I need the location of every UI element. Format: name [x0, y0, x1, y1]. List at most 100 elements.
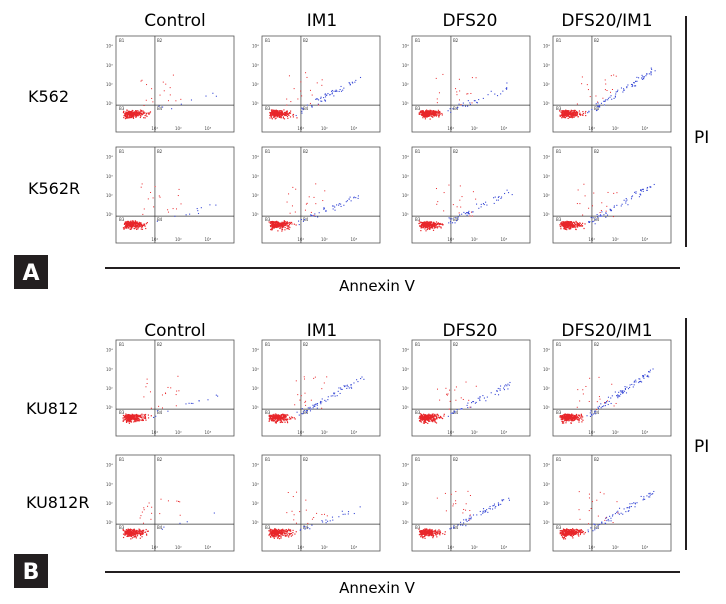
- data-point-live: [425, 529, 427, 531]
- x-tick-label: 10²: [175, 126, 182, 131]
- data-point-live: [567, 224, 570, 226]
- data-point-apoptotic: [622, 392, 625, 394]
- data-point-live: [285, 222, 287, 225]
- data-point-scatter: [299, 511, 301, 513]
- data-point-live: [132, 414, 134, 416]
- data-point-apoptotic: [625, 200, 627, 202]
- data-point-live: [138, 111, 141, 113]
- data-point-live: [426, 111, 428, 113]
- y-tick-label: 10²: [106, 193, 113, 198]
- data-point-live: [431, 224, 433, 227]
- data-point-scatter: [596, 401, 598, 403]
- data-point-live: [128, 533, 130, 535]
- quadrant-label-b3: B3: [119, 525, 125, 530]
- data-point-apoptotic: [635, 381, 637, 383]
- data-point-live: [275, 414, 277, 416]
- data-point-live: [570, 111, 572, 114]
- data-point-apoptotic: [614, 95, 616, 97]
- data-point-live: [128, 415, 130, 418]
- data-point-live: [271, 221, 273, 224]
- data-point-live: [430, 533, 433, 536]
- data-point-live: [422, 110, 424, 112]
- data-point-live: [125, 111, 127, 113]
- data-point-live: [134, 223, 136, 225]
- data-point-apoptotic: [343, 87, 345, 89]
- data-point-apoptotic: [298, 224, 300, 226]
- data-point-apoptotic: [493, 202, 495, 204]
- data-point-live: [286, 534, 288, 536]
- x-tick-label: 10¹: [447, 545, 454, 550]
- data-point-live: [568, 416, 570, 419]
- data-point-apoptotic: [642, 376, 644, 378]
- data-point-live: [278, 111, 280, 113]
- data-point-scatter: [316, 512, 318, 514]
- data-point-live: [420, 420, 422, 422]
- data-point-scatter: [158, 405, 160, 407]
- data-point-live: [284, 223, 286, 225]
- data-point-live: [427, 221, 429, 224]
- data-point-live: [270, 115, 273, 117]
- data-point-live: [559, 114, 561, 116]
- data-point-apoptotic: [355, 197, 357, 199]
- data-point-live: [579, 417, 581, 419]
- data-point-live: [274, 531, 276, 533]
- data-point-live: [277, 115, 279, 117]
- data-point-scatter: [459, 185, 461, 187]
- quadrant-label-b2: B2: [303, 457, 309, 462]
- data-point-apoptotic: [456, 409, 458, 411]
- data-point-live: [277, 416, 279, 418]
- data-point-scatter: [611, 89, 613, 91]
- data-point-live: [436, 417, 438, 419]
- data-point-live: [425, 109, 428, 111]
- data-point-apoptotic: [171, 108, 173, 110]
- data-point-apoptotic: [348, 198, 350, 200]
- data-point-apoptotic: [304, 218, 306, 221]
- data-point-live: [563, 113, 566, 115]
- data-point-live: [295, 531, 297, 533]
- data-point-live: [430, 109, 432, 112]
- data-point-live: [134, 221, 137, 223]
- data-point-live: [289, 110, 292, 112]
- data-point-apoptotic: [605, 212, 607, 214]
- y-tick-label: 10²: [252, 82, 259, 87]
- data-point-live: [284, 529, 286, 531]
- data-point-live: [137, 530, 139, 532]
- data-point-live: [432, 534, 434, 537]
- data-point-scatter: [301, 95, 303, 97]
- data-point-apoptotic: [620, 205, 622, 207]
- data-point-live: [133, 531, 135, 533]
- data-point-live: [128, 421, 130, 423]
- data-point-live: [141, 228, 144, 230]
- data-point-apoptotic: [504, 192, 506, 195]
- data-point-live: [280, 115, 282, 117]
- data-point-live: [140, 115, 142, 117]
- data-point-live: [125, 532, 127, 534]
- data-point-live: [143, 117, 145, 119]
- data-point-apoptotic: [486, 204, 488, 206]
- data-point-live: [565, 227, 568, 229]
- data-point-live: [281, 223, 283, 225]
- data-point-apoptotic: [300, 528, 302, 530]
- data-point-live: [426, 418, 428, 420]
- data-point-scatter: [141, 511, 143, 513]
- data-point-apoptotic: [494, 507, 496, 509]
- data-point-live: [428, 110, 430, 112]
- data-point-live: [424, 111, 427, 113]
- data-point-scatter: [466, 93, 468, 95]
- data-point-apoptotic: [329, 520, 331, 522]
- data-point-apoptotic: [345, 201, 347, 203]
- data-point-live: [132, 225, 134, 228]
- y-tick-label: 10¹: [252, 101, 259, 106]
- data-point-live: [281, 532, 284, 534]
- data-point-live: [131, 532, 133, 534]
- data-point-apoptotic: [315, 98, 318, 100]
- data-point-live: [420, 418, 422, 421]
- data-point-live: [430, 417, 432, 419]
- data-point-live: [570, 414, 572, 416]
- data-point-apoptotic: [301, 110, 303, 112]
- data-point-live: [424, 528, 426, 530]
- data-point-live: [280, 529, 282, 531]
- data-point-apoptotic: [618, 391, 620, 393]
- data-point-live: [566, 226, 569, 228]
